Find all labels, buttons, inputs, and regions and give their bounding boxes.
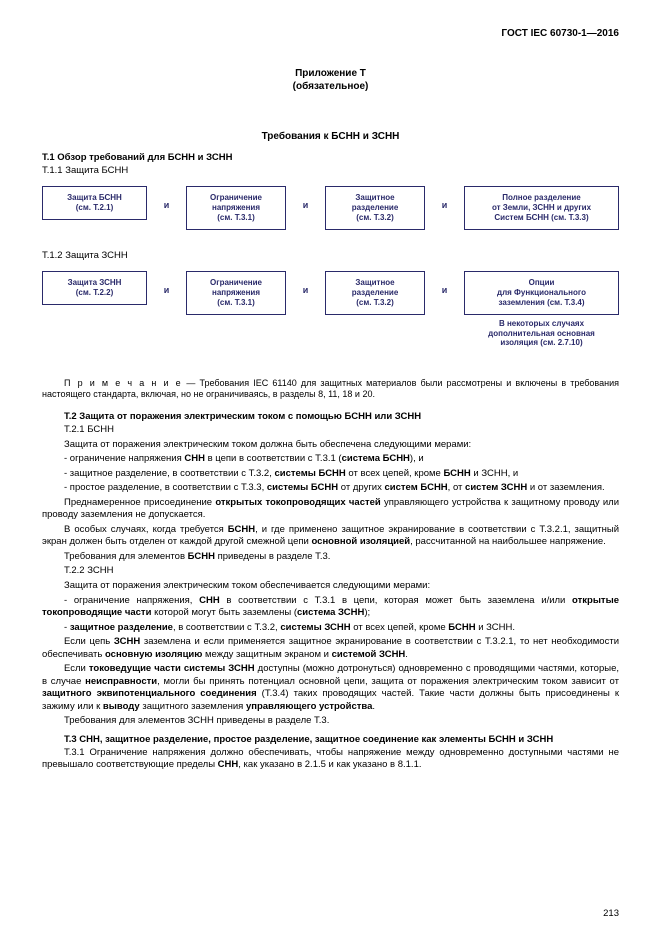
- t2-p7: Требования для элементов БСНН приведены …: [42, 551, 619, 564]
- d1-box4: Полное разделение от Земли, ЗСНН и други…: [464, 186, 619, 230]
- diagram-row-2: Защита ЗСНН (см. Т.2.2) и Ограничение на…: [42, 271, 619, 348]
- d1-plus3: и: [438, 186, 452, 210]
- t2-p4: - простое разделение, в соответствии с Т…: [42, 482, 619, 495]
- t2-p11: Если цепь ЗСНН заземлена и если применяе…: [42, 636, 619, 661]
- d2-box3: Защитное разделение (см. Т.3.2): [325, 271, 425, 315]
- diagram-row-1: Защита БСНН (см. Т.2.1) и Ограничение на…: [42, 186, 619, 230]
- d2-box1: Защита ЗСНН (см. Т.2.2): [42, 271, 147, 305]
- t2-p3: - защитное разделение, в соответствии с …: [42, 468, 619, 481]
- t2-p1: Защита от поражения электрическим током …: [42, 439, 619, 452]
- d2-box2: Ограничение напряжения (см. Т.3.1): [186, 271, 286, 315]
- page: ГОСТ IEC 60730-1—2016 Приложение Т (обяз…: [0, 0, 661, 935]
- d1-plus2: и: [299, 186, 313, 210]
- t2-p12: Если токоведущие части системы ЗСНН дост…: [42, 663, 619, 713]
- d2-box4-wrap: Опции для Функционального заземления (см…: [464, 271, 619, 348]
- t2-p8: Защита от поражения электрическим током …: [42, 580, 619, 593]
- d1-box3: Защитное разделение (см. Т.3.2): [325, 186, 425, 230]
- t2-body: Т.2.1 БСНН Защита от поражения электриче…: [42, 424, 619, 728]
- appendix-title: Приложение Т (обязательное): [42, 67, 619, 93]
- appendix-line2: (обязательное): [293, 81, 369, 92]
- t3-body: Т.3.1 Ограничение напряжения должно обес…: [42, 747, 619, 772]
- d1-box2: Ограничение напряжения (см. Т.3.1): [186, 186, 286, 230]
- d1-box1: Защита БСНН (см. Т.2.1): [42, 186, 147, 220]
- t2-p10: - защитное разделение, в соответствии с …: [42, 622, 619, 635]
- t2-2-head: Т.2.2 ЗСНН: [42, 565, 619, 578]
- t3-heading: Т.3 СНН, защитное разделение, простое ра…: [42, 734, 619, 745]
- note: П р и м е ч а н и е — Требования IEC 611…: [42, 378, 619, 401]
- note-label: П р и м е ч а н и е: [64, 378, 182, 388]
- page-number: 213: [603, 908, 619, 919]
- d2-plus2: и: [299, 271, 313, 295]
- d2-extra: В некоторых случаях дополнительная основ…: [464, 319, 619, 348]
- d2-box4: Опции для Функционального заземления (см…: [464, 271, 619, 315]
- t2-p9: - ограничение напряжения, СНН в соответс…: [42, 595, 619, 620]
- t3-p1: Т.3.1 Ограничение напряжения должно обес…: [42, 747, 619, 772]
- t2-p6: В особых случаях, когда требуется БСНН, …: [42, 524, 619, 549]
- section-subtitle: Требования к БСНН и ЗСНН: [42, 131, 619, 142]
- t2-p2: - ограничение напряжения СНН в цепи в со…: [42, 453, 619, 466]
- t2-p13: Требования для элементов ЗСНН приведены …: [42, 715, 619, 728]
- d2-plus1: и: [160, 271, 174, 295]
- appendix-line1: Приложение Т: [295, 68, 366, 79]
- t1-2-heading: Т.1.2 Защита ЗСНН: [42, 250, 619, 261]
- d1-plus1: и: [160, 186, 174, 210]
- t2-p5: Преднамеренное присоединение открытых то…: [42, 497, 619, 522]
- d2-plus3: и: [438, 271, 452, 295]
- document-id: ГОСТ IEC 60730-1—2016: [42, 28, 619, 39]
- t1-1-heading: Т.1.1 Защита БСНН: [42, 165, 619, 176]
- t1-heading: Т.1 Обзор требований для БСНН и ЗСНН: [42, 152, 619, 163]
- t2-heading: Т.2 Защита от поражения электрическим то…: [42, 411, 619, 422]
- t2-1-head: Т.2.1 БСНН: [42, 424, 619, 437]
